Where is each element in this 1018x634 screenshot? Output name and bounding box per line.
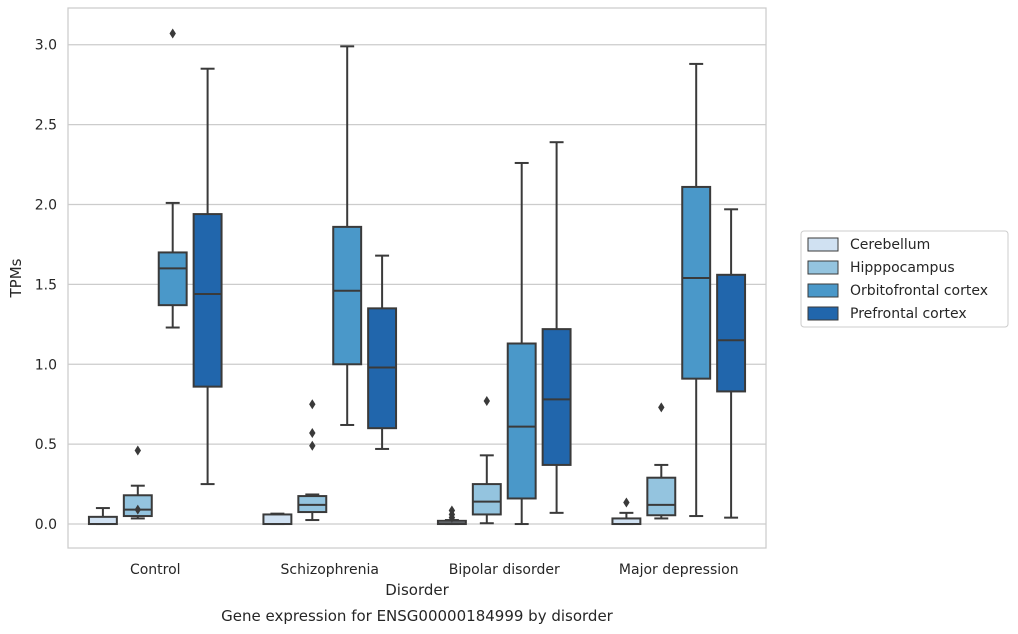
box-iqr <box>646 476 677 517</box>
box-iqr <box>192 213 223 388</box>
legend-swatch <box>807 237 839 252</box>
y-tick-label: 1.0 <box>35 357 57 373</box>
legend-label: Hipppocampus <box>850 260 955 276</box>
x-tick-label: Bipolar disorder <box>449 562 560 578</box>
box-prefrontal-cortex-bipolar-disorder <box>541 141 572 514</box>
y-tick-label: 2.0 <box>35 198 57 214</box>
x-tick-label: Control <box>130 562 181 578</box>
legend-swatch <box>807 283 839 298</box>
y-tick-label: 3.0 <box>35 38 57 54</box>
y-tick-label: 2.5 <box>35 118 57 134</box>
x-tick-label: Major depression <box>619 562 739 578</box>
x-axis-label: Disorder <box>385 581 449 599</box>
x-axis: Control Schizophrenia Bipolar disorder Majo… <box>130 562 739 578</box>
legend-frame <box>800 230 1009 328</box>
box-prefrontal-cortex-schizophrenia <box>367 254 398 450</box>
outlier-point <box>658 402 665 413</box>
box-orbitofrontal-cortex-major-depression <box>681 62 712 518</box>
legend: Cerebellum Hipppocampus Orbitofrontal cort… <box>800 230 1009 328</box>
box-iqr <box>471 483 502 516</box>
box-hipppocampus-major-depression <box>646 402 677 520</box>
y-tick-label: 1.5 <box>35 277 57 293</box>
box-iqr <box>716 273 747 393</box>
outlier-point <box>309 440 316 451</box>
box-prefrontal-cortex-major-depression <box>716 208 747 519</box>
y-tick-label: 0.0 <box>35 517 57 533</box>
legend-label: Prefrontal cortex <box>850 306 967 322</box>
box-hipppocampus-schizophrenia <box>297 399 328 522</box>
box-iqr <box>681 185 712 380</box>
box-hipppocampus-bipolar-disorder <box>471 396 502 525</box>
box-iqr <box>87 515 118 526</box>
y-axis: 0.0 0.5 1.0 1.5 2.0 2.5 3.0 <box>35 38 57 533</box>
box-iqr <box>506 342 537 500</box>
outlier-point <box>169 28 176 39</box>
outlier-point <box>448 505 456 516</box>
box-cerebellum-bipolar-disorder <box>436 505 467 526</box>
box-iqr <box>332 225 363 366</box>
box-cerebellum-major-depression <box>611 497 642 526</box>
box-cerebellum-schizophrenia <box>262 512 293 526</box>
outlier-point <box>483 396 490 407</box>
x-tick-label: Schizophrenia <box>281 562 379 578</box>
outlier-point <box>309 427 316 438</box>
box-hipppocampus-control <box>122 445 153 520</box>
chart-title: Gene expression for ENSG00000184999 by d… <box>221 607 614 625</box>
box-iqr <box>262 513 293 526</box>
outlier-point <box>134 445 141 456</box>
box-orbitofrontal-cortex-schizophrenia <box>332 45 363 426</box>
box-prefrontal-cortex-control <box>192 67 223 486</box>
box-iqr <box>157 251 188 307</box>
outlier-point <box>623 497 630 508</box>
y-tick-label: 0.5 <box>35 437 57 453</box>
plot-area <box>87 28 747 526</box>
legend-swatch <box>807 306 839 321</box>
y-axis-label: TPMs <box>7 258 25 298</box>
outlier-point <box>134 504 141 515</box>
legend-label: Orbitofrontal cortex <box>850 283 988 299</box>
plot-frame <box>67 7 767 549</box>
box-iqr <box>541 328 572 466</box>
legend-swatch <box>807 260 839 275</box>
box-orbitofrontal-cortex-control <box>157 28 188 329</box>
box-orbitofrontal-cortex-bipolar-disorder <box>506 161 537 526</box>
box-cerebellum-control <box>87 507 118 526</box>
legend-label: Cerebellum <box>850 237 930 253</box>
outlier-point <box>309 399 316 410</box>
